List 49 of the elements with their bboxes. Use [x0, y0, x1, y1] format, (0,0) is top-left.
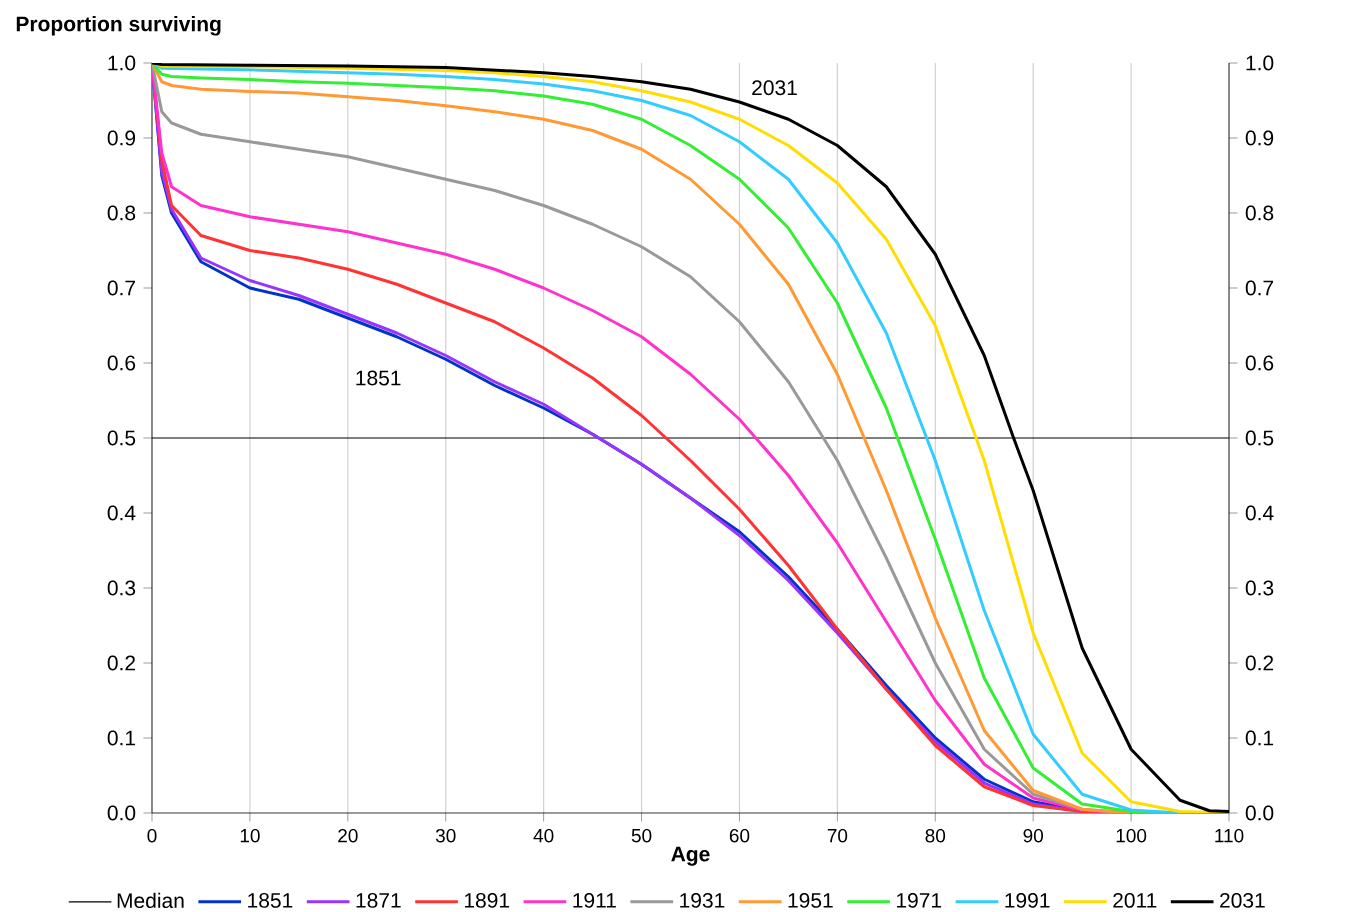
- y-tick-label: 0.1: [107, 730, 136, 746]
- legend-label: 1931: [680, 892, 725, 908]
- x-tick-label: 110: [1215, 828, 1244, 843]
- y-tick-label: 0.7: [107, 280, 135, 296]
- y2-tick-label: 0.0: [1245, 805, 1274, 821]
- x-tick-label: 30: [435, 828, 456, 843]
- legend-label: 2031: [1220, 892, 1265, 908]
- legend-label: 1891: [464, 892, 510, 908]
- x-tick-label: 0: [147, 828, 157, 843]
- legend-label: 1911: [573, 892, 616, 908]
- y-tick-label: 0.0: [107, 805, 136, 821]
- y2-tick-label: 0.5: [1245, 430, 1274, 446]
- y2-tick-label: 0.3: [1245, 580, 1274, 596]
- y2-tick-label: 0.1: [1245, 730, 1274, 746]
- annotation: 2031: [752, 80, 797, 96]
- legend-label: 1951: [788, 892, 833, 908]
- y2-tick-label: 0.4: [1245, 505, 1274, 521]
- x-tick-label: 80: [925, 828, 946, 843]
- y2-tick-label: 1.0: [1246, 55, 1274, 71]
- x-tick-label: 50: [631, 828, 652, 843]
- y-axis-title: Proportion surviving: [16, 15, 221, 36]
- x-tick-label: 40: [533, 828, 554, 843]
- y-tick-label: 0.3: [107, 580, 136, 596]
- y-tick-label: 0.4: [107, 505, 136, 521]
- y-tick-label: 0.6: [107, 355, 136, 371]
- y2-tick-label: 0.8: [1245, 205, 1274, 221]
- x-tick-label: 100: [1116, 828, 1147, 843]
- y-tick-label: 0.8: [107, 205, 136, 221]
- legend-label: 1971: [897, 892, 942, 908]
- y2-tick-label: 0.9: [1245, 130, 1274, 146]
- legend-label: 1991: [1005, 892, 1050, 908]
- x-axis-title: Age: [671, 846, 710, 866]
- x-tick-label: 60: [729, 828, 750, 843]
- x-tick-label: 90: [1023, 828, 1043, 843]
- y-tick-label: 0.2: [107, 655, 135, 671]
- legend-label: 2011: [1113, 892, 1157, 908]
- legend-label: 1851: [248, 892, 293, 908]
- y-tick-label: 0.9: [107, 130, 136, 146]
- y2-tick-label: 0.7: [1245, 280, 1274, 296]
- y-tick-label: 0.5: [107, 430, 136, 446]
- y2-tick-label: 0.2: [1245, 655, 1274, 671]
- annotation: 1851: [356, 370, 401, 386]
- x-tick-label: 10: [240, 828, 260, 843]
- y-tick-label: 1.0: [108, 55, 136, 71]
- legend-label: Median: [117, 892, 184, 909]
- legend-label: 1871: [356, 892, 401, 908]
- x-tick-label: 70: [827, 828, 848, 843]
- y2-tick-label: 0.6: [1245, 355, 1274, 371]
- x-tick-label: 20: [338, 828, 358, 843]
